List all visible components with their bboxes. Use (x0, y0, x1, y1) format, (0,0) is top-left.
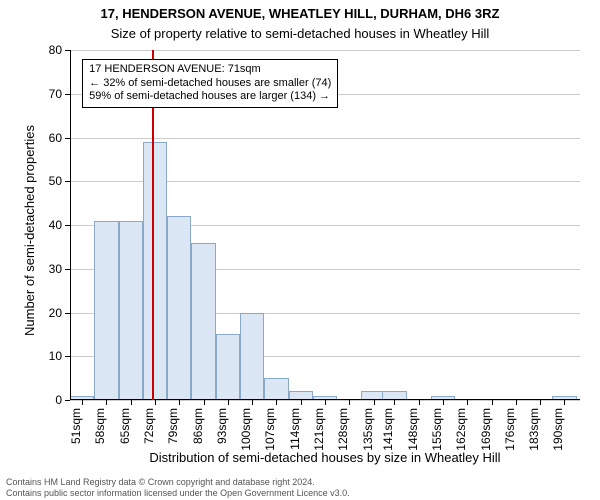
plot-area: 17 HENDERSON AVENUE: 71sqm← 32% of semi-… (70, 50, 580, 400)
chart-container: 17, HENDERSON AVENUE, WHEATLEY HILL, DUR… (0, 0, 600, 500)
x-tick-mark (301, 400, 302, 405)
x-tick-label: 128sqm (336, 408, 350, 451)
grid-line-h (70, 50, 580, 51)
y-tick-mark (65, 400, 70, 401)
x-tick-label: 114sqm (288, 408, 302, 450)
x-tick-label: 155sqm (430, 408, 444, 451)
annotation-box: 17 HENDERSON AVENUE: 71sqm← 32% of semi-… (82, 59, 338, 108)
x-tick-label: 135sqm (361, 408, 375, 451)
histogram-bar (167, 216, 191, 400)
plot: 17 HENDERSON AVENUE: 71sqm← 32% of semi-… (70, 50, 580, 400)
x-tick-label: 183sqm (527, 408, 541, 451)
footer-line-2: Contains public sector information licen… (6, 488, 350, 498)
y-tick-label: 40 (49, 218, 62, 232)
x-tick-mark (82, 400, 83, 405)
x-tick-label: 121sqm (312, 408, 326, 451)
x-tick-mark (419, 400, 420, 405)
y-tick-mark (65, 225, 70, 226)
y-tick-label: 50 (49, 174, 62, 188)
y-tick-label: 60 (49, 131, 62, 145)
x-tick-label: 162sqm (454, 408, 468, 451)
x-tick-mark (204, 400, 205, 405)
y-tick-label: 30 (49, 262, 62, 276)
x-tick-mark (252, 400, 253, 405)
x-tick-label: 169sqm (479, 408, 493, 451)
grid-line-h (70, 138, 580, 139)
x-tick-mark (564, 400, 565, 405)
x-tick-label: 190sqm (551, 408, 565, 451)
footer-text: Contains HM Land Registry data © Crown c… (6, 477, 350, 498)
x-tick-label: 79sqm (166, 408, 180, 444)
x-tick-mark (394, 400, 395, 405)
annotation-line: 17 HENDERSON AVENUE: 71sqm (89, 63, 331, 77)
histogram-bar (216, 334, 240, 400)
y-tick-label: 0 (55, 393, 62, 407)
chart-title: 17, HENDERSON AVENUE, WHEATLEY HILL, DUR… (0, 6, 600, 21)
annotation-line: 59% of semi-detached houses are larger (… (89, 90, 331, 104)
x-tick-label: 65sqm (118, 408, 132, 444)
x-tick-label: 141sqm (381, 408, 395, 451)
y-tick-mark (65, 138, 70, 139)
x-tick-mark (131, 400, 132, 405)
x-tick-label: 58sqm (93, 408, 107, 444)
histogram-bar (119, 221, 143, 400)
x-tick-mark (540, 400, 541, 405)
x-tick-mark (374, 400, 375, 405)
histogram-bar (143, 142, 167, 400)
y-tick-mark (65, 50, 70, 51)
x-tick-mark (155, 400, 156, 405)
y-tick-mark (65, 313, 70, 314)
y-axis-line (70, 50, 71, 400)
histogram-bar (264, 378, 288, 400)
y-tick-label: 70 (49, 87, 62, 101)
y-tick-mark (65, 356, 70, 357)
x-tick-mark (325, 400, 326, 405)
annotation-line: ← 32% of semi-detached houses are smalle… (89, 77, 331, 91)
x-tick-mark (228, 400, 229, 405)
x-tick-mark (276, 400, 277, 405)
histogram-bar (240, 313, 264, 401)
x-tick-label: 72sqm (142, 408, 156, 444)
x-tick-mark (443, 400, 444, 405)
x-axis-label: Distribution of semi-detached houses by … (70, 450, 580, 465)
y-axis-label: Number of semi-detached properties (22, 125, 37, 336)
x-tick-label: 86sqm (191, 408, 205, 444)
y-tick-mark (65, 181, 70, 182)
x-tick-mark (349, 400, 350, 405)
x-tick-mark (492, 400, 493, 405)
x-tick-label: 93sqm (215, 408, 229, 444)
x-tick-mark (179, 400, 180, 405)
chart-subtitle: Size of property relative to semi-detach… (0, 26, 600, 41)
footer-line-1: Contains HM Land Registry data © Crown c… (6, 477, 350, 487)
x-tick-mark (516, 400, 517, 405)
histogram-bar (94, 221, 118, 400)
y-tick-mark (65, 94, 70, 95)
y-tick-label: 20 (49, 306, 62, 320)
y-tick-label: 80 (49, 43, 62, 57)
y-tick-label: 10 (49, 349, 62, 363)
x-tick-label: 100sqm (239, 408, 253, 451)
x-tick-mark (106, 400, 107, 405)
histogram-bar (191, 243, 215, 401)
x-tick-label: 51sqm (69, 408, 83, 444)
x-tick-label: 176sqm (503, 408, 517, 451)
x-tick-mark (467, 400, 468, 405)
x-tick-label: 148sqm (406, 408, 420, 451)
y-tick-mark (65, 269, 70, 270)
x-tick-label: 107sqm (263, 408, 277, 451)
